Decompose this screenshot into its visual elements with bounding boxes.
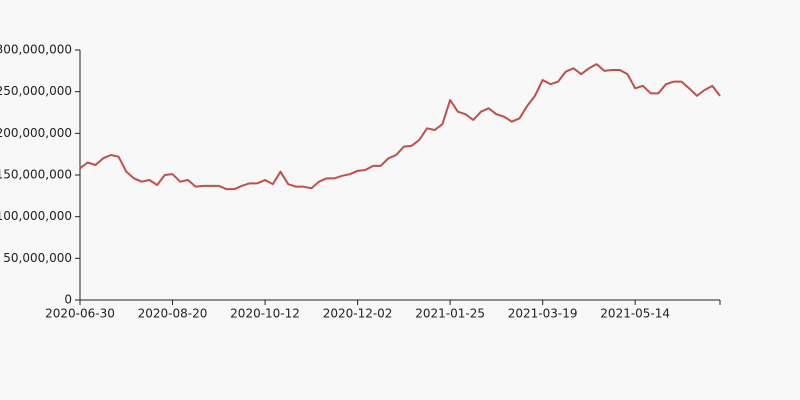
x-tick-label: 2020-10-12 xyxy=(230,307,300,321)
x-tick-label: 2021-01-25 xyxy=(415,307,485,321)
line xyxy=(79,63,721,191)
x-tick-label: 2021-05-14 xyxy=(600,307,670,321)
x-tick-label: 2020-12-02 xyxy=(323,307,393,321)
y-tick-label: 100,000,000 xyxy=(0,209,72,223)
x-tick-label: 2020-08-20 xyxy=(138,307,208,321)
x-tick-label: 2020-06-30 xyxy=(45,307,115,321)
x-tick-label: 2021-03-19 xyxy=(508,307,578,321)
y-tick-label: 300,000,000 xyxy=(0,43,72,57)
y-tick-label: 50,000,000 xyxy=(3,251,72,265)
y-tick-label: 200,000,000 xyxy=(0,126,72,140)
y-tick-label: 250,000,000 xyxy=(0,84,72,98)
y-tick-label: 150,000,000 xyxy=(0,168,72,182)
y-tick-label: 0 xyxy=(64,293,72,307)
